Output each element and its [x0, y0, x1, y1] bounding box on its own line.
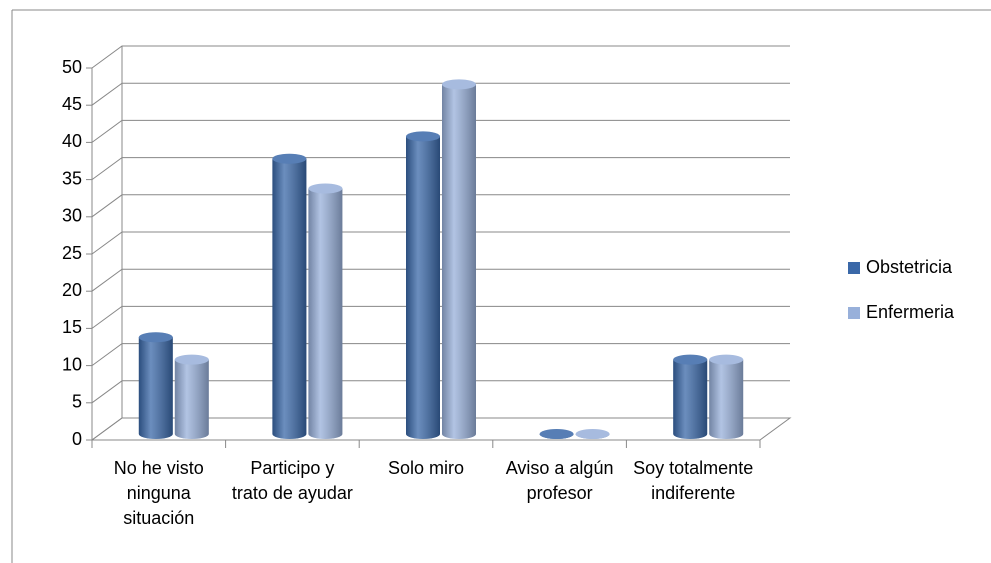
bar-part — [673, 354, 708, 365]
bar-part — [709, 354, 744, 365]
bar-part — [308, 183, 343, 194]
grid-line — [91, 119, 790, 143]
legend-swatch — [848, 307, 860, 319]
legend-swatch — [848, 262, 860, 274]
bar — [272, 153, 307, 439]
bar-part — [539, 429, 574, 439]
bar-part — [442, 79, 476, 90]
bar-part — [673, 354, 708, 365]
y-tick-label: 20 — [62, 280, 82, 300]
bar-part — [174, 359, 209, 439]
grid-line — [91, 268, 790, 292]
bar-part — [673, 359, 708, 439]
y-tick-label: 30 — [62, 206, 82, 226]
grid-line — [91, 157, 790, 181]
bar — [174, 354, 209, 439]
grid-line — [91, 343, 790, 367]
grid-line — [91, 82, 790, 106]
x-tick-label: No he visto ninguna situación — [113, 458, 204, 528]
y-tick-label: 40 — [62, 131, 82, 151]
bar-part — [138, 337, 173, 439]
grid-line — [91, 380, 790, 404]
y-tick-label: 0 — [72, 429, 82, 449]
bar-part — [174, 354, 209, 365]
grid-line — [91, 417, 790, 441]
bar — [442, 79, 476, 439]
y-tick-label: 50 — [62, 57, 82, 77]
bar-part — [709, 354, 744, 365]
bar-part — [406, 131, 440, 142]
bar-part — [308, 183, 343, 194]
bar — [539, 429, 574, 439]
legend-label: Obstetricia — [866, 257, 953, 277]
y-tick-label: 10 — [62, 354, 82, 374]
x-tick-label: Participo y trato de ayudar — [231, 458, 353, 503]
bar-part — [308, 188, 343, 439]
bar-part — [442, 79, 476, 90]
x-tick-label: Soy totalmente indiferente — [633, 458, 754, 503]
bar-part — [406, 136, 440, 439]
y-tick-label: 25 — [62, 243, 82, 263]
bar-part — [575, 429, 610, 439]
y-tick-label: 5 — [72, 392, 82, 412]
bar — [406, 131, 440, 439]
bar-part — [138, 332, 173, 343]
bar-part — [272, 158, 307, 439]
y-tick-label: 35 — [62, 168, 82, 188]
bar-part — [272, 153, 307, 164]
bar — [673, 354, 708, 439]
bar — [709, 354, 744, 439]
grid-line — [91, 45, 790, 69]
bar-part — [174, 354, 209, 365]
bar — [308, 183, 343, 439]
x-tick-label: Aviso a algún profesor — [505, 458, 614, 503]
bar-part — [442, 84, 476, 439]
y-tick-label: 45 — [62, 94, 82, 114]
bar — [138, 332, 173, 439]
bar-part — [138, 332, 173, 343]
bar — [575, 429, 610, 439]
legend-label: Enfermeria — [866, 302, 955, 322]
bar-part — [575, 429, 610, 439]
bar-part — [709, 359, 744, 439]
x-tick-label: Solo miro — [387, 458, 465, 478]
grid-line — [91, 305, 790, 329]
y-tick-label: 15 — [62, 317, 82, 337]
grid-line — [91, 194, 790, 218]
bar-part — [406, 131, 440, 142]
grid-line — [91, 231, 790, 255]
bar-part — [539, 429, 574, 439]
bar-part — [272, 153, 307, 164]
